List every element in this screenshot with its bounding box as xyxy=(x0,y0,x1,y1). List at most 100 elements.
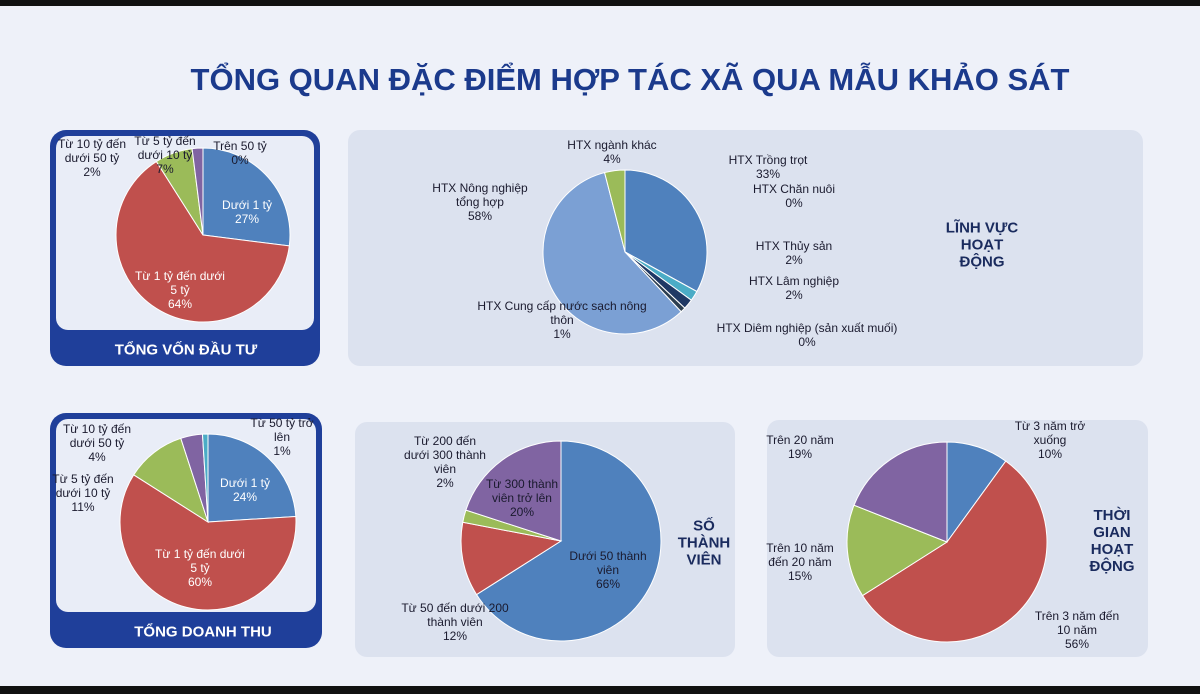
value-label: 64% xyxy=(167,297,193,311)
pie-slice xyxy=(202,147,291,247)
chart-title: TỔNG VỐN ĐẦU TƯ xyxy=(114,341,258,359)
data-label: Từ 5 tỷ đến dưới 10 tỷ 11% xyxy=(48,472,118,514)
data-label: HTX Chăn nuôi 0% xyxy=(739,182,849,210)
category-label: Dưới 50 thành viên xyxy=(569,549,647,577)
pie-slice xyxy=(846,504,949,597)
value-label: 20% xyxy=(509,505,535,519)
value-label: 4% xyxy=(603,152,621,166)
data-label: HTX Lâm nghiệp 2% xyxy=(739,274,849,302)
value-label: 0% xyxy=(785,196,803,210)
value-label: 19% xyxy=(787,447,813,461)
value-label: 2% xyxy=(83,165,101,179)
category-label: HTX Nông nghiệp tổng hợp xyxy=(432,181,528,209)
category-label: Từ 5 tỷ đến dưới 10 tỷ xyxy=(134,134,196,162)
data-label: HTX Cung cấp nước sạch nông thôn 1% xyxy=(477,299,647,341)
category-label: Từ 5 tỷ đến dưới 10 tỷ xyxy=(52,472,114,500)
data-label: Dưới 1 tỷ 24% xyxy=(210,476,280,504)
data-label: Từ 10 tỷ đến dưới 50 tỷ 2% xyxy=(52,137,132,179)
value-label: 4% xyxy=(88,450,106,464)
value-label: 0% xyxy=(798,335,816,349)
pie-slice xyxy=(853,441,948,543)
value-label: 24% xyxy=(232,490,258,504)
data-label: Từ 50 tỷ trở lên 1% xyxy=(247,416,317,458)
value-label: 15% xyxy=(787,569,813,583)
data-label: Trên 20 năm 19% xyxy=(760,433,840,461)
value-label: 2% xyxy=(785,253,803,267)
category-label: HTX Lâm nghiệp xyxy=(748,274,840,288)
category-label: Từ 3 năm trở xuống xyxy=(1014,419,1086,447)
value-label: 27% xyxy=(234,212,260,226)
pie-slice xyxy=(201,433,209,523)
value-label: 7% xyxy=(156,162,174,176)
value-label: 0% xyxy=(231,153,249,167)
category-label: Trên 50 tỷ xyxy=(213,139,267,153)
data-label: Từ 1 tỷ đến dưới 5 tỷ 64% xyxy=(135,269,225,311)
data-label: Dưới 50 thành viên 66% xyxy=(563,549,653,591)
value-label: 2% xyxy=(785,288,803,302)
data-label: Từ 200 đến dưới 300 thành viên 2% xyxy=(400,434,490,490)
pie-slice xyxy=(460,521,563,596)
chart-title: THỜI GIAN HOẠT ĐỘNG xyxy=(1089,507,1135,575)
chart-title: SỐ THÀNH VIÊN xyxy=(677,517,731,569)
data-label: Từ 1 tỷ đến dưới 5 tỷ 60% xyxy=(155,547,245,589)
data-label: HTX Diêm nghiệp (sản xuất muối) 0% xyxy=(697,321,917,349)
value-label: 58% xyxy=(467,209,493,223)
category-label: Trên 20 năm xyxy=(766,433,834,447)
pie-slice xyxy=(119,474,297,611)
data-label: Dưới 1 tỷ 27% xyxy=(212,198,282,226)
pie-slice xyxy=(542,171,682,335)
page-title: TỔNG QUAN ĐẶC ĐIỂM HỢP TÁC XÃ QUA MẪU KH… xyxy=(190,62,1070,97)
data-label: Trên 50 tỷ 0% xyxy=(210,139,270,167)
chart-title: TỔNG DOANH THU xyxy=(134,623,272,641)
value-label: 60% xyxy=(187,575,213,589)
category-label: HTX ngành khác xyxy=(567,138,657,152)
category-label: Từ 1 tỷ đến dưới 5 tỷ xyxy=(155,547,245,575)
pie-slice xyxy=(465,440,562,542)
data-label: Trên 10 năm đến 20 năm 15% xyxy=(760,541,840,583)
category-label: Từ 200 đến dưới 300 thành viên xyxy=(404,434,486,476)
pie-slice xyxy=(475,440,662,642)
pie-slice xyxy=(861,460,1048,643)
data-label: HTX Thủy sản 2% xyxy=(739,239,849,267)
top-bar xyxy=(0,0,1200,6)
value-label: 2% xyxy=(436,476,454,490)
category-label: HTX Trồng trọt xyxy=(728,153,808,167)
category-label: Trên 10 năm đến 20 năm xyxy=(766,541,834,569)
value-label: 12% xyxy=(442,629,468,643)
pie-slice xyxy=(603,169,626,253)
data-label: HTX ngành khác 4% xyxy=(552,138,672,166)
value-label: 56% xyxy=(1064,637,1090,651)
category-label: Từ 50 tỷ trở lên xyxy=(250,416,314,444)
bottom-bar xyxy=(0,686,1200,694)
category-label: Từ 300 thành viên trở lên xyxy=(485,477,559,505)
value-label: 10% xyxy=(1037,447,1063,461)
value-label: 11% xyxy=(71,500,95,514)
data-label: Từ 300 thành viên trở lên 20% xyxy=(482,477,562,519)
category-label: Từ 1 tỷ đến dưới 5 tỷ xyxy=(135,269,225,297)
category-label: Dưới 1 tỷ xyxy=(222,198,272,212)
data-label: Từ 10 tỷ đến dưới 50 tỷ 4% xyxy=(57,422,137,464)
category-label: HTX Thủy sản xyxy=(755,239,833,253)
category-label: Trên 3 năm đến 10 năm xyxy=(1034,609,1120,637)
data-label: Từ 3 năm trở xuống 10% xyxy=(1000,419,1100,461)
category-label: Dưới 1 tỷ xyxy=(220,476,270,490)
category-label: HTX Cung cấp nước sạch nông thôn xyxy=(477,299,647,327)
category-label: Từ 10 tỷ đến dưới 50 tỷ xyxy=(57,137,127,165)
data-label: Trên 3 năm đến 10 năm 56% xyxy=(1027,609,1127,651)
pie-slice xyxy=(624,169,708,293)
panel xyxy=(348,130,1143,366)
pie-slice xyxy=(207,433,297,523)
chart-title: LĨNH VỰC HOẠT ĐỘNG xyxy=(945,219,1019,271)
value-label: 33% xyxy=(755,167,781,181)
value-label: 66% xyxy=(595,577,621,591)
category-label: HTX Chăn nuôi xyxy=(752,182,836,196)
data-label: Từ 5 tỷ đến dưới 10 tỷ 7% xyxy=(130,134,200,176)
data-label: HTX Nông nghiệp tổng hợp 58% xyxy=(420,181,540,223)
category-label: Từ 50 đến dưới 200 thành viên xyxy=(401,601,509,629)
pie-slice xyxy=(115,160,290,323)
value-label: 1% xyxy=(273,444,291,458)
category-label: Từ 10 tỷ đến dưới 50 tỷ xyxy=(62,422,132,450)
data-label: Từ 50 đến dưới 200 thành viên 12% xyxy=(400,601,510,643)
